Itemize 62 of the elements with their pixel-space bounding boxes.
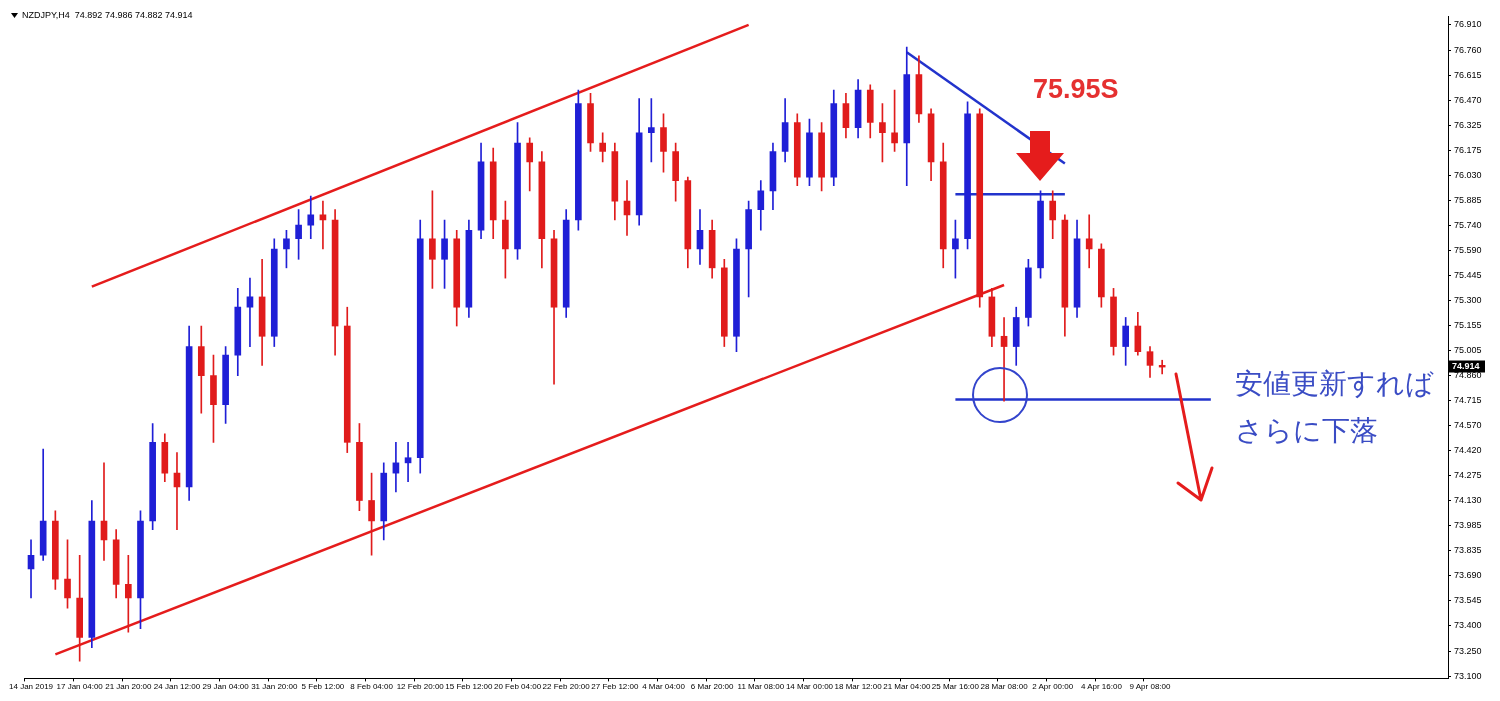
x-tick-label: 12 Feb 20:00 bbox=[396, 682, 445, 692]
candlestick bbox=[648, 98, 655, 163]
candlestick bbox=[1085, 214, 1093, 269]
x-tick-label: 8 Feb 04:00 bbox=[350, 682, 394, 692]
x-tick-label: 11 Mar 08:00 bbox=[737, 682, 785, 692]
y-tick-label: 76.175 bbox=[1454, 145, 1482, 156]
y-tick-label: 75.740 bbox=[1454, 219, 1482, 230]
y-tick-label: 74.570 bbox=[1454, 419, 1482, 430]
y-tick-label: 73.400 bbox=[1454, 619, 1482, 630]
chart-title: NZDJPY,H4 74.892 74.986 74.882 74.914 bbox=[22, 10, 193, 20]
annotation: 75.95S bbox=[1033, 73, 1119, 106]
x-tick-label: 25 Mar 16:00 bbox=[931, 682, 980, 692]
y-tick-label: 75.005 bbox=[1454, 345, 1482, 356]
y-tick-label: 75.885 bbox=[1454, 194, 1482, 205]
y-tick-label: 73.545 bbox=[1454, 595, 1482, 606]
x-tick-label: 21 Mar 04:00 bbox=[883, 682, 931, 692]
y-tick-label: 73.100 bbox=[1454, 671, 1482, 682]
y-tick-label: 76.760 bbox=[1454, 45, 1482, 56]
candlestick bbox=[319, 200, 327, 250]
annotation: 74.914 bbox=[1452, 360, 1480, 371]
y-tick-label: 74.130 bbox=[1454, 494, 1482, 505]
x-tick-label: 14 Mar 00:00 bbox=[785, 682, 834, 692]
x-tick-label: 27 Feb 12:00 bbox=[591, 682, 639, 692]
y-tick-label: 73.690 bbox=[1454, 570, 1482, 581]
x-tick-label: 17 Jan 04:00 bbox=[56, 682, 104, 692]
candlestick bbox=[246, 277, 254, 347]
x-tick-label: 29 Jan 04:00 bbox=[202, 682, 250, 692]
y-tick-label: 75.300 bbox=[1454, 294, 1482, 305]
x-tick-label: 24 Jan 12:00 bbox=[153, 682, 201, 692]
y-tick-label: 74.420 bbox=[1454, 445, 1482, 456]
x-tick-label: 22 Feb 20:00 bbox=[542, 682, 591, 692]
x-tick-label: 31 Jan 20:00 bbox=[251, 682, 298, 692]
y-tick-label: 73.835 bbox=[1454, 545, 1482, 556]
y-tick-label: 73.985 bbox=[1454, 519, 1482, 530]
y-tick-label: 74.860 bbox=[1454, 370, 1482, 381]
x-tick-label: 14 Jan 2019 bbox=[9, 682, 54, 692]
x-tick-label: 6 Mar 20:00 bbox=[690, 682, 735, 692]
candlestick bbox=[404, 442, 412, 483]
y-tick-label: 75.155 bbox=[1454, 319, 1482, 330]
y-tick-label: 74.275 bbox=[1454, 470, 1482, 481]
candlestick bbox=[124, 554, 132, 633]
y-tick-label: 75.590 bbox=[1454, 245, 1482, 256]
y-tick-label: 73.250 bbox=[1454, 645, 1482, 656]
x-tick-label: 18 Mar 12:00 bbox=[834, 682, 883, 692]
y-tick-label: 76.030 bbox=[1454, 169, 1482, 180]
y-tick-label: 75.445 bbox=[1454, 270, 1482, 281]
x-tick-label: 20 Feb 04:00 bbox=[493, 682, 542, 692]
x-tick-label: 2 Apr 00:00 bbox=[1032, 682, 1074, 692]
x-tick-label: 4 Mar 04:00 bbox=[642, 682, 686, 692]
annotation: 安値更新すればさらに下落 bbox=[1235, 366, 1435, 449]
y-tick-label: 76.470 bbox=[1454, 94, 1482, 105]
x-tick-label: 5 Feb 12:00 bbox=[301, 682, 345, 692]
y-tick-label: 74.715 bbox=[1454, 394, 1482, 405]
candlestick bbox=[1000, 317, 1008, 402]
x-tick-label: 15 Feb 12:00 bbox=[445, 682, 494, 692]
x-tick-label: 21 Jan 20:00 bbox=[105, 682, 152, 692]
y-tick-label: 76.910 bbox=[1454, 19, 1482, 30]
x-tick-label: 28 Mar 08:00 bbox=[980, 682, 1029, 692]
x-tick-label: 4 Apr 16:00 bbox=[1080, 682, 1123, 692]
x-tick-label: 9 Apr 08:00 bbox=[1129, 682, 1172, 692]
y-tick-label: 76.325 bbox=[1454, 119, 1482, 130]
y-tick-label: 76.615 bbox=[1454, 69, 1482, 80]
